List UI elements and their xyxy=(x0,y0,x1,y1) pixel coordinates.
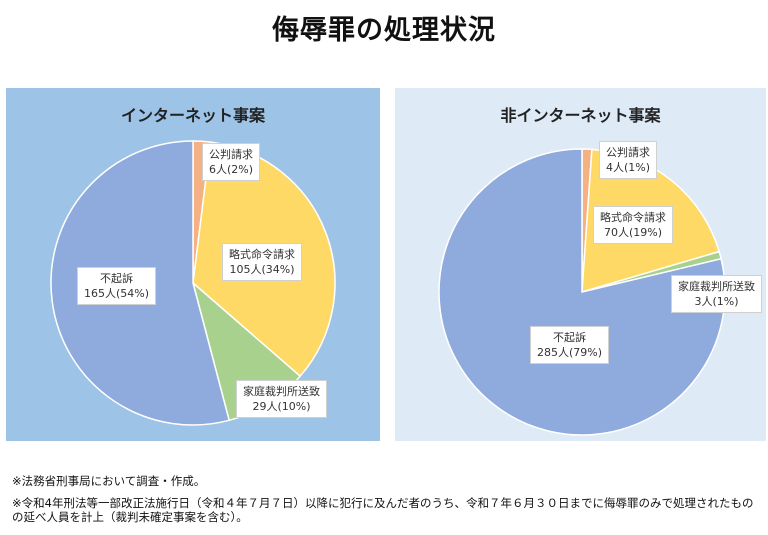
data-label-家庭裁判所送致: 家庭裁判所送致 3人(1%) xyxy=(671,275,762,313)
chart-panel-internet: インターネット事案 公判請求 6人(2%) 略式命令請求 105人(34%) 家庭裁… xyxy=(6,88,380,441)
data-label-不起訴: 不起訴 285人(79%) xyxy=(530,326,610,364)
chart-title: インターネット事案 xyxy=(120,106,265,125)
data-label-不起訴: 不起訴 165人(54%) xyxy=(77,267,157,305)
data-label-家庭裁判所送致: 家庭裁判所送致 29人(10%) xyxy=(236,380,327,418)
chart-panel-non-internet: 非インターネット事案 公判請求 4人(1%) 略式命令請求 70人(19%) 家庭裁… xyxy=(395,88,766,441)
data-label-公判請求: 公判請求 6人(2%) xyxy=(202,143,261,181)
data-label-略式命令請求: 略式命令請求 105人(34%) xyxy=(222,243,302,281)
pie-chart-non-internet xyxy=(438,148,726,436)
page-title: 侮辱罪の処理状況 xyxy=(272,15,496,46)
pie-slice-不起訴 xyxy=(438,148,726,436)
footnotes: ※法務省刑事局において調査・作成。 ※令和4年刑法等一部改正法施行日（令和４年７… xyxy=(12,474,762,532)
data-label-略式命令請求: 略式命令請求 70人(19%) xyxy=(593,206,673,244)
footnote-scope: ※令和4年刑法等一部改正法施行日（令和４年７月７日）以降に犯行に及んだ者のうち、… xyxy=(12,496,754,524)
footnote-source: ※法務省刑事局において調査・作成。 xyxy=(12,474,206,488)
chart-title: 非インターネット事案 xyxy=(500,106,661,125)
data-label-公判請求: 公判請求 4人(1%) xyxy=(599,141,658,179)
